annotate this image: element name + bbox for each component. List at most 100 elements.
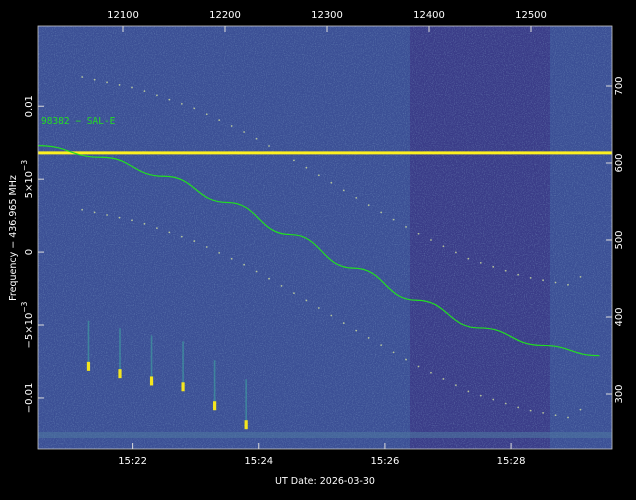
trace-dot: [454, 251, 457, 254]
trace-dot: [268, 145, 270, 147]
plot-area: 98382 − SAL-E: [37, 25, 613, 450]
y-tick-label: 0.01: [24, 95, 35, 117]
doppler-curve: [37, 145, 600, 357]
trace-dot: [317, 307, 320, 309]
trace-dot: [579, 408, 582, 411]
trace-dot: [106, 214, 108, 216]
trace-dot: [180, 102, 183, 105]
burst-streak: [87, 320, 90, 369]
trace-dot: [342, 189, 345, 192]
trace-dot: [293, 292, 295, 295]
trace-dot: [230, 257, 233, 260]
burst-streak: [119, 328, 121, 377]
trace-dot: [467, 257, 470, 260]
trace-dot: [118, 216, 121, 219]
x-tick-label: 15:26: [371, 456, 400, 467]
trace-dot: [168, 98, 171, 101]
trace-dot: [542, 412, 544, 414]
trace-dot: [405, 358, 407, 361]
x-tick-label: 15:22: [118, 456, 147, 467]
y-right-tick-label: 500: [614, 230, 625, 249]
trace-dot: [193, 107, 196, 110]
trace-dot: [293, 159, 295, 162]
trace-dot: [392, 218, 395, 221]
trace-dot: [330, 181, 333, 184]
trace-dot: [492, 265, 495, 268]
trace-dot: [479, 394, 482, 397]
x-axis-title: UT Date: 2026-03-30: [275, 476, 375, 487]
trace-dot: [205, 113, 208, 116]
y-right-tick-label: 400: [614, 307, 625, 326]
trace-dot: [380, 344, 383, 347]
trace-dot: [517, 273, 520, 276]
trace-dot: [417, 232, 420, 235]
curve-annotation: 98382 − SAL-E: [41, 116, 116, 127]
trace-dot: [81, 208, 84, 211]
trace-dot: [517, 406, 520, 409]
trace-dot: [492, 398, 495, 401]
trace-dot: [268, 277, 270, 280]
trace-dot: [156, 227, 158, 229]
x-tick-label: 15:24: [244, 456, 273, 467]
trace-dot: [454, 384, 457, 387]
trace-dot: [243, 131, 246, 133]
trace-dot: [243, 263, 246, 266]
trace-dot: [131, 219, 133, 222]
y-right-tick-label: 700: [614, 76, 625, 95]
plot-frame: [37, 25, 613, 450]
trace-dot: [143, 90, 146, 92]
y-right-tick-label: 600: [614, 153, 625, 172]
trace-dot: [479, 261, 482, 264]
x-top-tick-label: 12100: [107, 10, 139, 21]
trace-dot: [467, 390, 470, 393]
trace-dot: [305, 299, 308, 302]
trace-dot: [230, 125, 233, 127]
y-axis-title: Frequency − 436.965 MHz: [8, 175, 19, 301]
burst-streak: [182, 341, 184, 390]
y-tick-label: 5×10−3: [20, 160, 35, 199]
trace-dot: [417, 365, 420, 368]
trace-dot: [367, 337, 370, 339]
trace-dot: [430, 371, 432, 374]
trace-dot: [529, 277, 532, 279]
y-tick-label: 0: [24, 249, 35, 255]
trace-dot: [430, 239, 432, 241]
trace-dot: [567, 416, 569, 419]
burst-core: [244, 420, 248, 430]
trace-dot: [504, 402, 507, 405]
trace-dot: [305, 166, 308, 169]
trace-dot: [567, 283, 569, 286]
trace-dot: [255, 270, 258, 273]
trace-dot: [218, 119, 221, 122]
bottom-noise-band: [38, 432, 612, 438]
trace-dot: [255, 137, 258, 140]
burst-core: [118, 369, 122, 379]
trace-dot: [93, 78, 96, 81]
trace-dot: [218, 251, 221, 254]
spectrogram-noise: [38, 26, 612, 449]
trace-dot: [504, 269, 507, 272]
trace-dot: [442, 378, 445, 380]
burst-core: [181, 382, 185, 392]
burst-signals: [86, 320, 248, 430]
trace-dot: [317, 174, 320, 177]
trace-dot: [180, 235, 183, 238]
trace-dot: [380, 211, 383, 214]
signal-traces: [81, 76, 582, 419]
burst-streak: [213, 360, 216, 409]
trace-dot: [81, 76, 84, 78]
trace-dot: [355, 196, 358, 199]
trace-dot: [355, 329, 358, 332]
trace-dot: [554, 281, 557, 284]
trace-dot: [442, 245, 445, 248]
trace-dot: [280, 285, 283, 287]
trace-dot: [579, 275, 582, 278]
burst-core: [149, 376, 154, 386]
trace-dot: [542, 279, 544, 282]
trace-dot: [93, 211, 96, 214]
trace-dot: [330, 314, 333, 317]
trace-dot: [554, 414, 557, 417]
burst-core: [213, 401, 217, 411]
burst-streak: [150, 335, 153, 384]
